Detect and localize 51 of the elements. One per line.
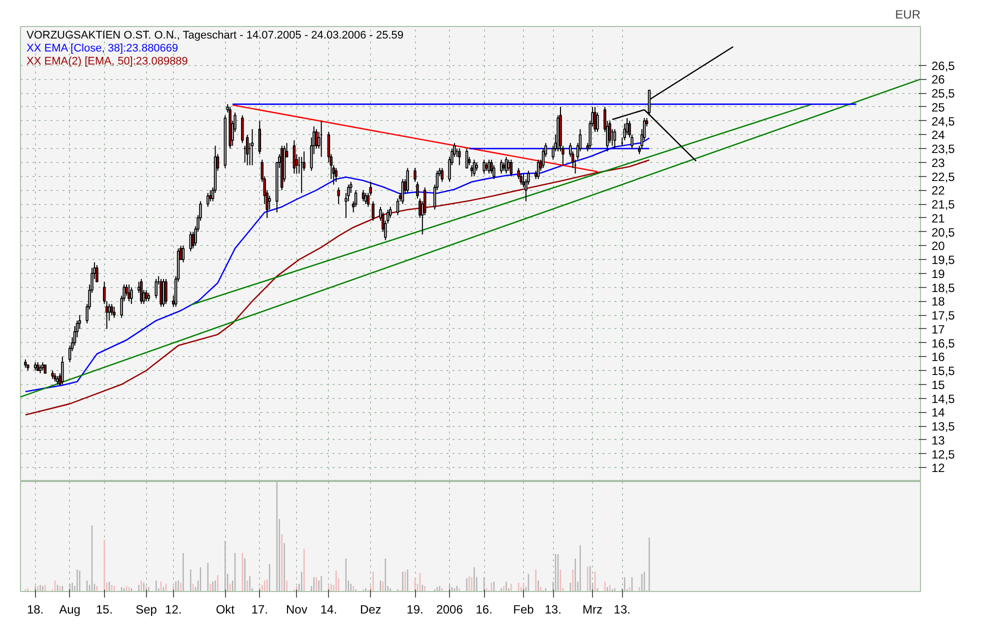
y-tick-label: 15,5 [932, 364, 956, 378]
text: XX EMA [Close, 38]:23.880669 [26, 42, 178, 54]
y-tick-label: 12 [932, 461, 946, 476]
y-tick-label: 23 [932, 156, 946, 170]
y-tick-label: 13 [932, 433, 946, 448]
y-tick-label: 21,5 [932, 198, 956, 212]
x-tick-label: Mrz [582, 602, 603, 616]
y-tick-label: 12,5 [932, 447, 956, 462]
x-tick-label: 17. [251, 602, 268, 616]
x-tick-label: Okt [216, 602, 236, 616]
y-tick-label: 13,5 [932, 420, 956, 434]
y-tick-label: 15 [932, 378, 946, 392]
y-tick-label: 18 [932, 294, 946, 309]
y-tick-label: 24 [932, 128, 946, 142]
y-tick-label: 18,5 [932, 280, 956, 295]
x-tick-label: Dez [360, 602, 382, 616]
y-tick-label: 26 [932, 72, 946, 87]
x-tick-label: 13. [544, 602, 562, 616]
y-tick-label: 25,5 [932, 86, 956, 101]
x-tick-label: 14. [320, 602, 338, 616]
y-tick-label: 25 [932, 100, 946, 114]
y-tick-label: 20 [932, 239, 946, 254]
y-tick-label: 22,5 [932, 170, 956, 184]
y-tick-label: 16,5 [932, 336, 956, 350]
x-tick-label: Sep [136, 602, 158, 616]
x-tick-label: 12. [165, 602, 182, 616]
y-axis-title: EUR [895, 8, 921, 22]
y-tick-label: 26,5 [932, 58, 956, 73]
x-tick-label: Feb [513, 602, 534, 616]
x-tick-label: 15. [96, 602, 113, 616]
y-tick-label: 14,5 [932, 392, 956, 406]
y-tick-label: 17,5 [932, 308, 956, 323]
y-tick-label: 19,5 [932, 253, 956, 268]
x-tick-label: Nov [286, 602, 308, 616]
y-tick-label: 20,5 [932, 225, 956, 240]
y-tick-label: 22 [932, 184, 946, 198]
y-tick-label: 17 [932, 322, 946, 336]
y-tick-label: 16 [932, 350, 946, 364]
y-tick-label: 14 [932, 406, 946, 420]
x-tick-label: 13. [614, 602, 630, 616]
y-tick-label: 21 [932, 211, 946, 226]
y-tick-label: 19 [932, 266, 946, 281]
x-tick-label: 18. [26, 602, 44, 616]
x-tick-label: Aug [59, 602, 80, 616]
x-tick-label: 19. [406, 602, 424, 616]
x-tick-label: 2006 [436, 602, 464, 616]
x-tick-label: 16. [476, 602, 492, 616]
text: XX EMA(2) [EMA, 50]:23.089889 [26, 56, 188, 68]
chart-title: VORZUGSAKTIEN O.ST. O.N., Tageschart - 14.07.2005 - 24.03.2006 - 25.59 [26, 30, 404, 42]
y-tick-label: 23,5 [932, 142, 956, 156]
y-tick-label: 24,5 [932, 114, 956, 128]
